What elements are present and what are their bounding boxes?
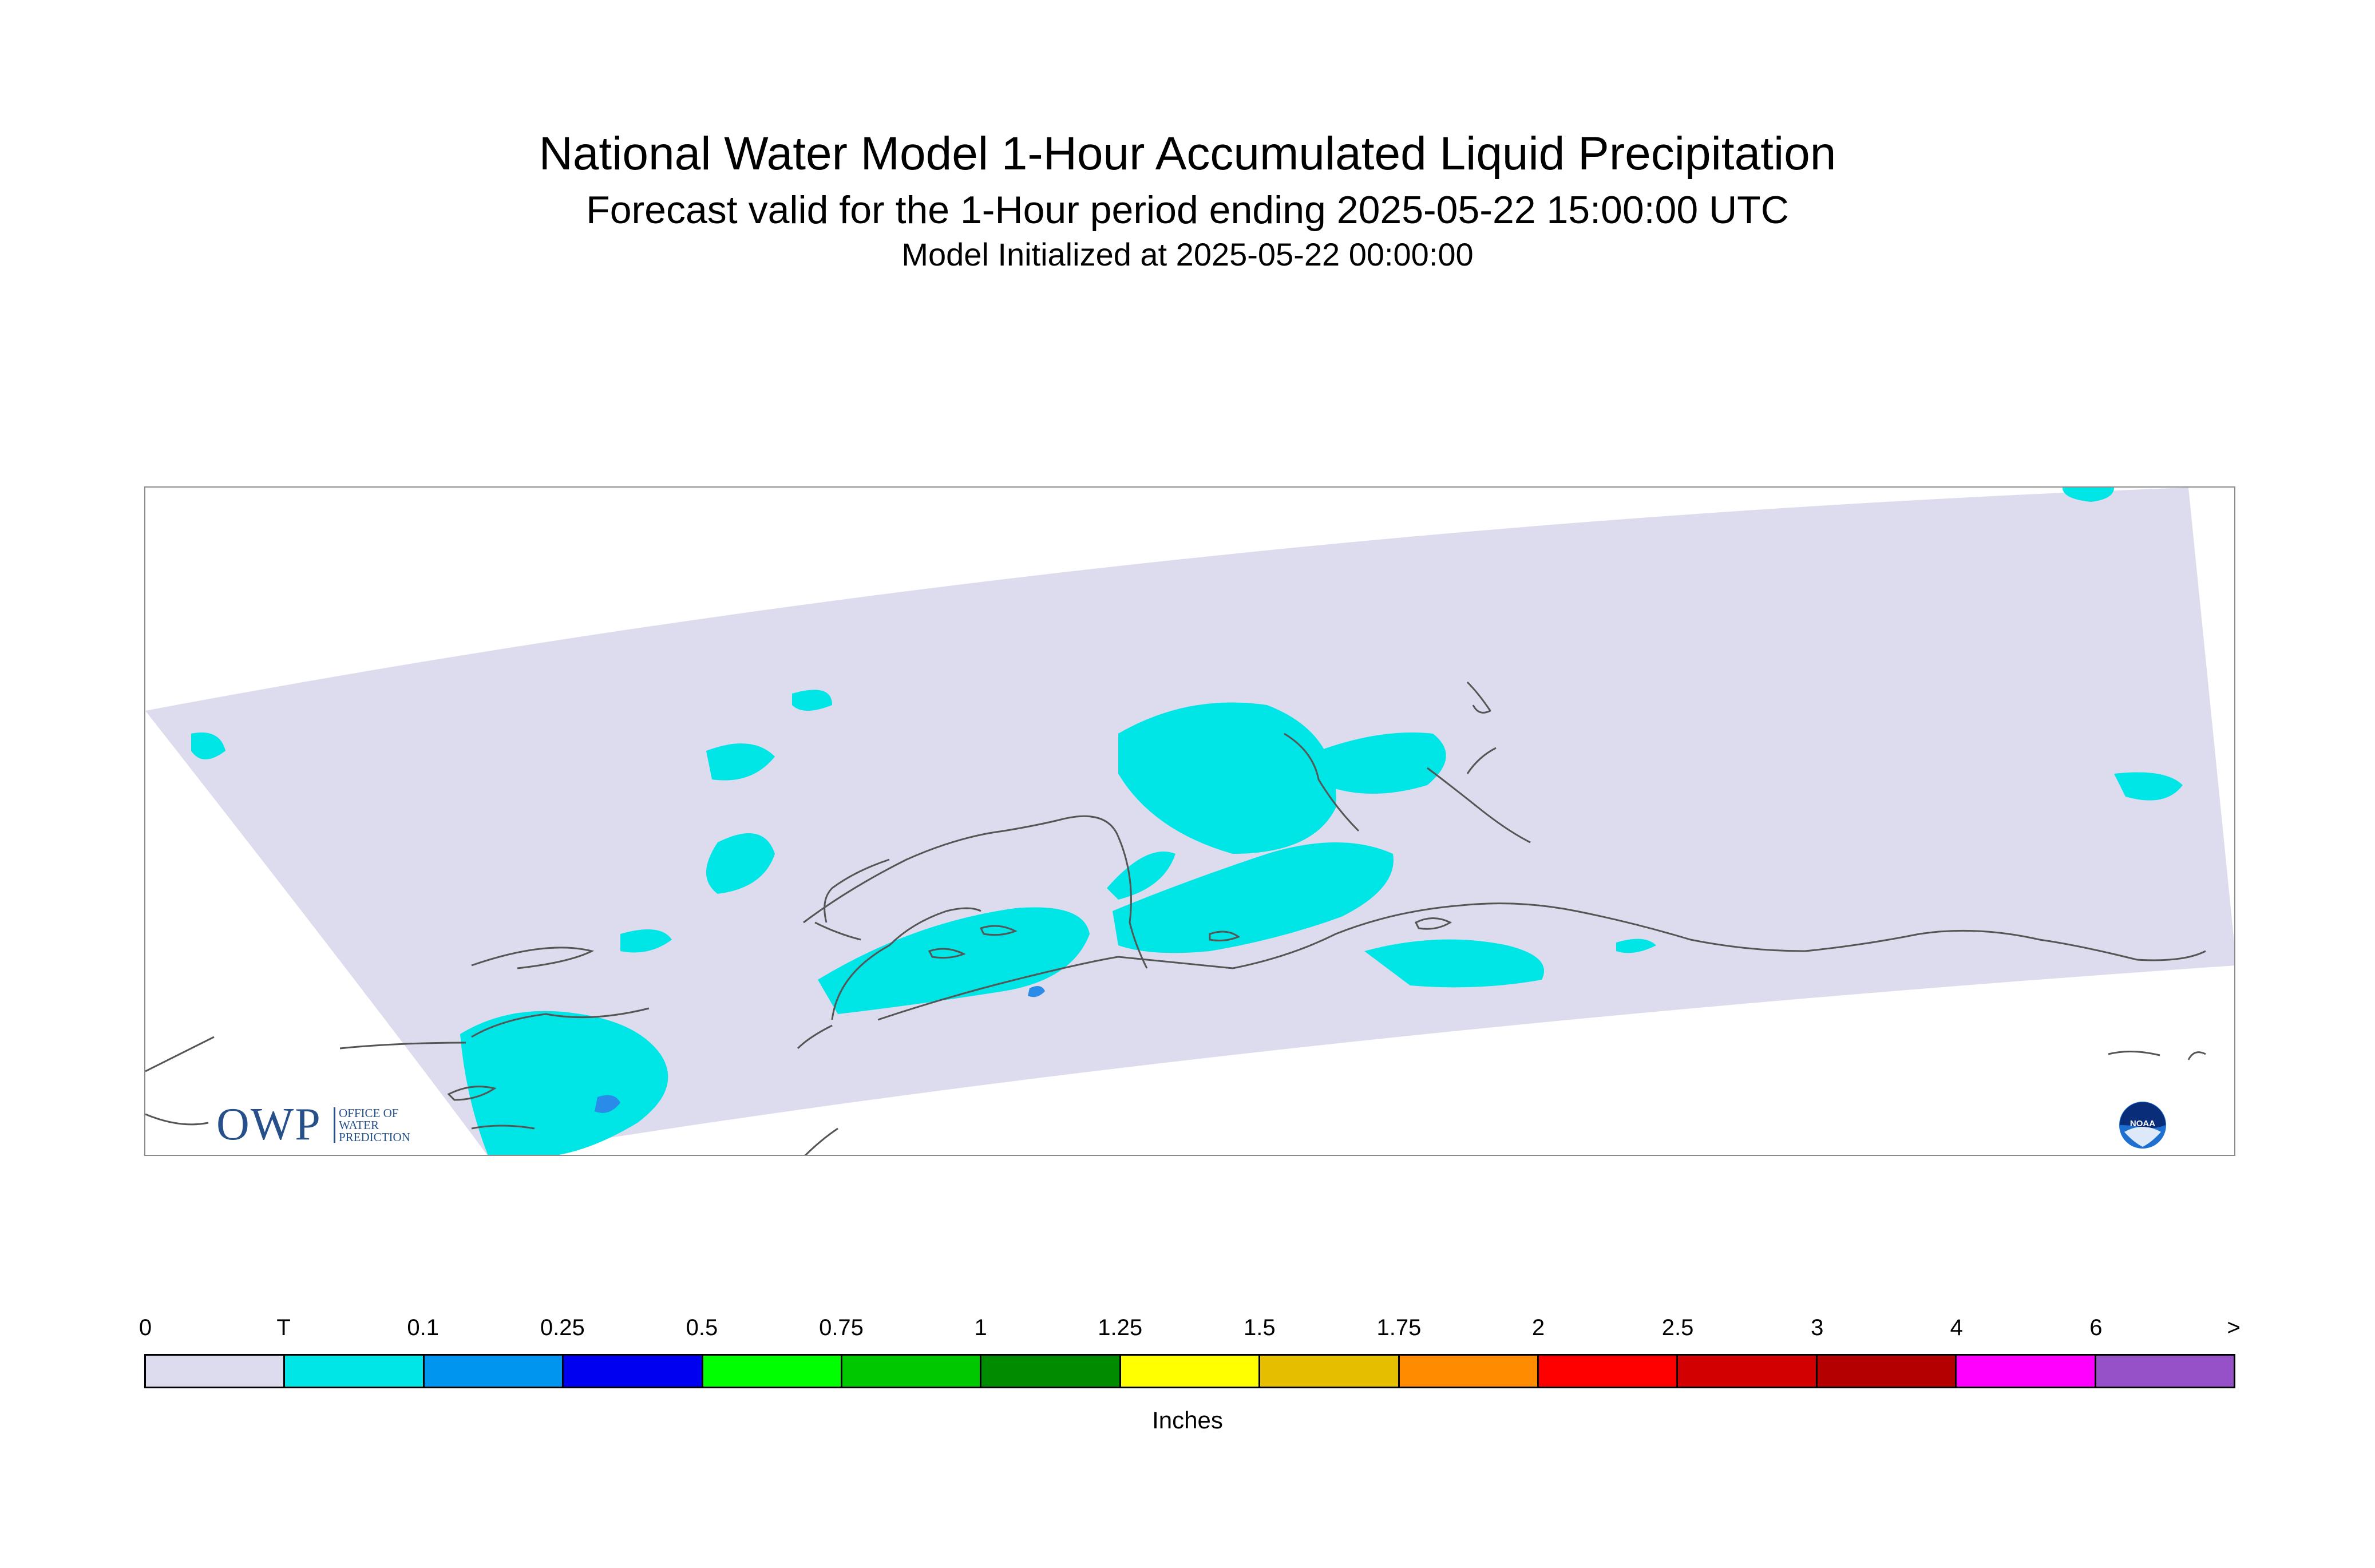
coastline xyxy=(471,947,595,969)
coastline xyxy=(1466,681,1492,714)
colorbar-swatch xyxy=(981,1356,1121,1387)
chart-title: National Water Model 1-Hour Accumulated … xyxy=(539,128,1836,180)
coastline xyxy=(831,907,981,1020)
precip-trace-areas xyxy=(191,488,2183,1155)
colorbar-label: 1.5 xyxy=(1243,1315,1276,1340)
coastline xyxy=(471,1007,650,1038)
colorbar-label: 0.1 xyxy=(407,1315,439,1340)
colorbar-swatch xyxy=(842,1356,982,1387)
colorbar-swatch xyxy=(1539,1356,1679,1387)
colorbar-labels: 0 T 0.1 0.25 0.5 0.75 1 1.25 1.5 1.75 2 2.5 3 4 6 > xyxy=(139,1315,2241,1345)
colorbar-label: 6 xyxy=(2089,1315,2103,1340)
colorbar xyxy=(144,1354,2235,1388)
colorbar-label: 0.5 xyxy=(686,1315,718,1340)
precip-area xyxy=(1616,939,1656,953)
model-init-line: Model Initialized at 2025-05-22 00:00:00 xyxy=(901,236,1474,272)
colorbar-swatch xyxy=(1260,1356,1400,1387)
precip-map xyxy=(145,488,2234,1155)
colorbar-label: 0.75 xyxy=(819,1315,864,1340)
colorbar-swatch xyxy=(285,1356,425,1387)
owp-logo-text: OFFICE OF WATER PREDICTION xyxy=(339,1106,410,1144)
precip-area xyxy=(1238,731,1261,742)
colorbar-label: 1 xyxy=(974,1315,987,1340)
colorbar-label: 0.25 xyxy=(540,1315,585,1340)
chart-subtitle: Forecast valid for the 1-Hour period end… xyxy=(586,188,1789,232)
colorbar-label: 1.75 xyxy=(1376,1315,1422,1340)
coastline xyxy=(877,902,2040,1021)
precip-area xyxy=(2114,772,2183,801)
owp-logo-letters: OWP xyxy=(216,1099,322,1150)
precip-area xyxy=(595,1095,620,1113)
colorbar-swatch xyxy=(1399,1356,1539,1387)
precip-area xyxy=(460,1011,668,1155)
colorbar-label: 1.25 xyxy=(1098,1315,1143,1340)
precip-area xyxy=(706,743,775,781)
island-outline xyxy=(928,948,966,959)
colorbar-label: 4 xyxy=(1950,1315,1963,1340)
precip-area xyxy=(1107,852,1175,900)
precip-area xyxy=(2063,488,2114,502)
owp-logo-divider xyxy=(334,1107,335,1143)
coastline xyxy=(1427,767,1531,844)
colorbar-swatch xyxy=(1957,1356,2096,1387)
map-panel xyxy=(144,486,2235,1156)
precip-area xyxy=(792,690,832,711)
svg-text:NOAA: NOAA xyxy=(2130,1119,2155,1129)
precip-area xyxy=(620,929,672,953)
precip-area xyxy=(1113,842,1394,953)
colorbar-swatch xyxy=(1678,1356,1818,1387)
colorbar-swatch xyxy=(564,1356,703,1387)
colorbar-swatch xyxy=(703,1356,843,1387)
colorbar-swatch xyxy=(1121,1356,1261,1387)
precip-area xyxy=(1028,986,1045,997)
colorbar-swatch xyxy=(2096,1356,2234,1387)
coastline xyxy=(2108,1051,2160,1056)
precip-area xyxy=(706,833,775,894)
island-outline xyxy=(447,1086,497,1101)
colorbar-label: 2 xyxy=(1531,1315,1545,1340)
coastline xyxy=(1466,747,1497,774)
colorbar-units: Inches xyxy=(1152,1407,1223,1434)
colorbar-swatch xyxy=(146,1356,286,1387)
precip-area xyxy=(1364,939,1544,988)
coastlines xyxy=(145,681,2206,1155)
colorbar-label: T xyxy=(276,1315,291,1340)
precip-light-spots xyxy=(595,986,1045,1113)
coastline xyxy=(1284,732,1360,832)
precip-area xyxy=(1118,702,1336,854)
coastline xyxy=(145,1036,215,1072)
small-islands xyxy=(447,917,1452,1101)
coastline xyxy=(2187,1051,2206,1060)
precip-area xyxy=(818,907,1090,1014)
noaa-logo: NOAA xyxy=(2118,1100,2167,1150)
coastline xyxy=(803,815,1148,969)
coastline xyxy=(339,1042,466,1050)
colorbar-swatch xyxy=(1817,1356,1957,1387)
colorbar-swatch xyxy=(424,1356,564,1387)
coastline xyxy=(824,858,890,923)
colorbar-label: 3 xyxy=(1811,1315,1824,1340)
precip-area xyxy=(1319,732,1446,794)
colorbar-label: > xyxy=(2227,1315,2241,1340)
colorbar-label: 2.5 xyxy=(1661,1315,1694,1340)
coastline xyxy=(145,1113,209,1126)
coastline xyxy=(814,921,861,941)
coastline xyxy=(804,1127,838,1155)
precip-area xyxy=(191,732,225,759)
coastline xyxy=(2039,939,2206,961)
coastline xyxy=(797,1024,833,1050)
island-outline xyxy=(979,925,1018,936)
colorbar-label: 0 xyxy=(138,1315,152,1340)
island-outline xyxy=(1414,917,1452,930)
coastline xyxy=(471,1124,535,1130)
island-outline xyxy=(1209,930,1241,942)
